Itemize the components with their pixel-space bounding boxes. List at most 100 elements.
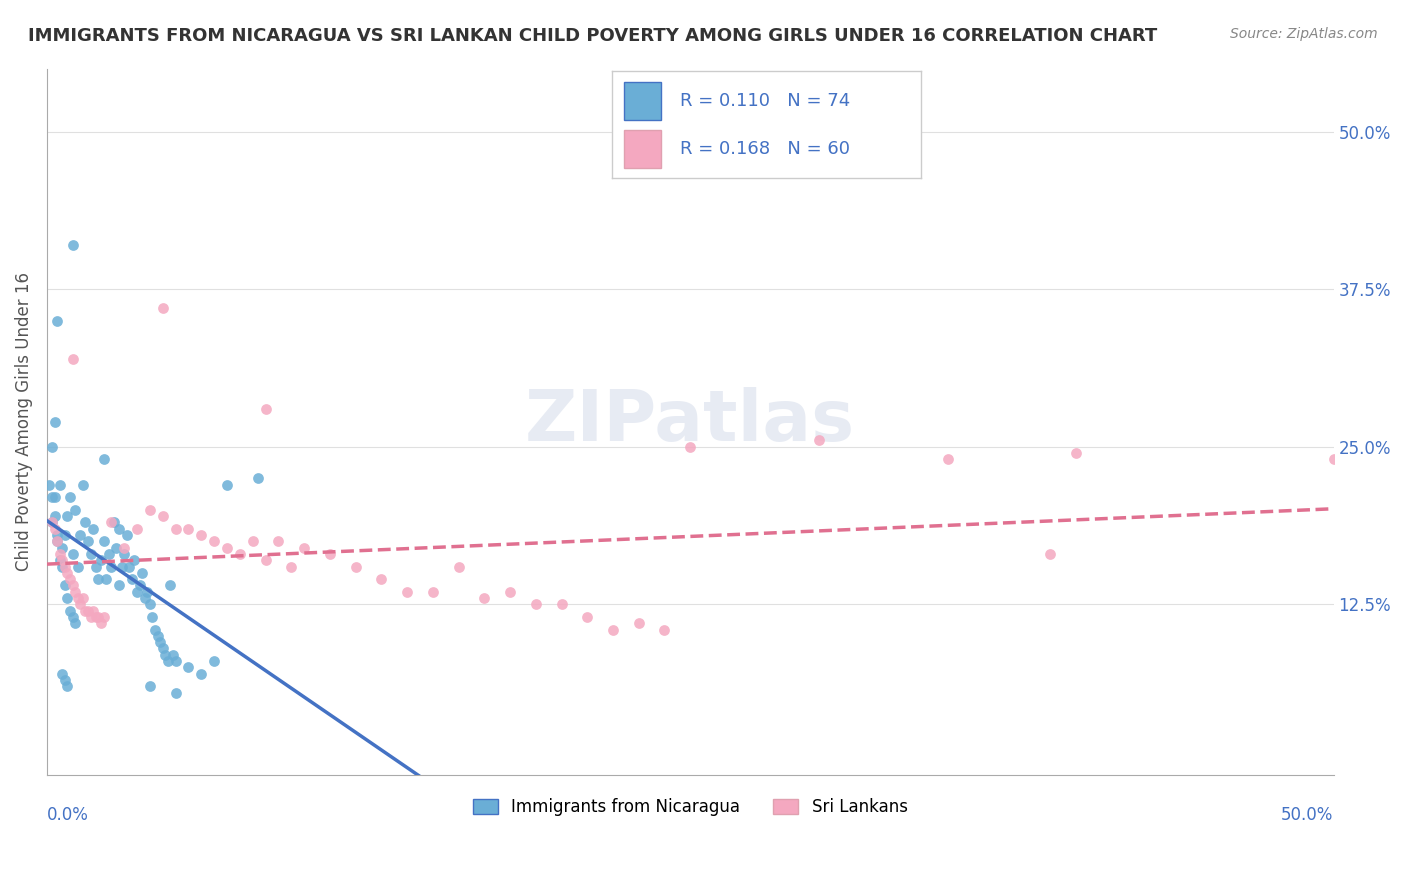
Point (254, 401, 277, 416)
Point (62, 547, 84, 561)
Point (108, 522, 131, 536)
Point (63, 584, 86, 599)
Point (44, 509, 66, 524)
Point (215, 541, 238, 555)
Point (115, 528, 138, 542)
Point (69, 528, 91, 542)
Point (807, 434, 830, 448)
Point (156, 654, 179, 668)
Text: ZIPatlas: ZIPatlas (524, 387, 855, 456)
Point (82, 604, 104, 618)
Point (51, 666, 73, 681)
Point (56, 591, 79, 605)
Point (215, 477, 238, 491)
Point (550, 598, 572, 612)
Point (75, 604, 97, 618)
Point (602, 623, 624, 637)
Point (62, 578, 84, 592)
Point (44, 415, 66, 429)
Point (190, 666, 212, 681)
Point (139, 503, 162, 517)
Point (56, 566, 79, 580)
Point (90, 553, 112, 567)
Point (56, 509, 79, 524)
Point (152, 301, 174, 315)
Point (105, 541, 128, 555)
Text: IMMIGRANTS FROM NICARAGUA VS SRI LANKAN CHILD POVERTY AMONG GIRLS UNDER 16 CORRE: IMMIGRANTS FROM NICARAGUA VS SRI LANKAN … (28, 27, 1157, 45)
Point (396, 584, 419, 599)
Y-axis label: Child Poverty Among Girls Under 16: Child Poverty Among Girls Under 16 (15, 272, 32, 571)
Point (41, 516, 63, 530)
Point (125, 522, 148, 536)
Point (49, 477, 72, 491)
Point (146, 629, 169, 643)
Point (190, 528, 212, 542)
Point (84, 559, 107, 574)
Point (118, 559, 141, 574)
Point (97, 547, 120, 561)
Point (53, 559, 76, 574)
Point (38, 477, 60, 491)
Point (165, 654, 187, 668)
Point (59, 490, 82, 504)
Point (77, 604, 100, 618)
Point (267, 534, 290, 549)
Point (246, 471, 269, 485)
Point (94, 572, 117, 586)
Point (63, 503, 86, 517)
Point (44, 490, 66, 504)
Point (159, 578, 181, 592)
Point (202, 534, 225, 549)
Point (49, 547, 72, 561)
Point (447, 559, 470, 574)
Point (51, 559, 73, 574)
Point (53, 578, 76, 592)
Point (112, 547, 135, 561)
Point (165, 522, 187, 536)
Point (87, 610, 110, 624)
Point (125, 584, 148, 599)
Point (139, 598, 162, 612)
Point (472, 591, 495, 605)
Point (72, 477, 94, 491)
Point (370, 572, 392, 586)
Text: 0.0%: 0.0% (46, 806, 89, 824)
Point (41, 440, 63, 454)
Point (46, 314, 69, 328)
Point (124, 553, 146, 567)
Point (936, 452, 959, 467)
Point (576, 610, 599, 624)
Point (202, 654, 225, 668)
Point (108, 578, 131, 592)
Point (177, 522, 200, 536)
Point (46, 534, 69, 549)
Point (93, 534, 115, 549)
Point (162, 648, 184, 662)
FancyBboxPatch shape (624, 82, 661, 120)
Text: R = 0.110   N = 74: R = 0.110 N = 74 (679, 92, 849, 110)
Point (679, 440, 702, 454)
Point (103, 516, 125, 530)
Point (62, 238, 84, 252)
Point (136, 584, 159, 599)
Text: Source: ZipAtlas.com: Source: ZipAtlas.com (1230, 27, 1378, 41)
Point (41, 516, 63, 530)
Point (53, 528, 76, 542)
Point (121, 572, 143, 586)
Point (72, 591, 94, 605)
Point (152, 641, 174, 656)
Text: R = 0.168   N = 60: R = 0.168 N = 60 (679, 140, 849, 158)
Point (128, 578, 150, 592)
Point (134, 591, 156, 605)
Point (1064, 446, 1087, 460)
Point (280, 559, 302, 574)
Point (152, 509, 174, 524)
Point (141, 610, 163, 624)
Point (93, 452, 115, 467)
Point (229, 547, 252, 561)
Point (344, 559, 367, 574)
Point (149, 635, 172, 649)
Point (627, 616, 650, 631)
Point (165, 685, 187, 699)
Point (51, 541, 73, 555)
